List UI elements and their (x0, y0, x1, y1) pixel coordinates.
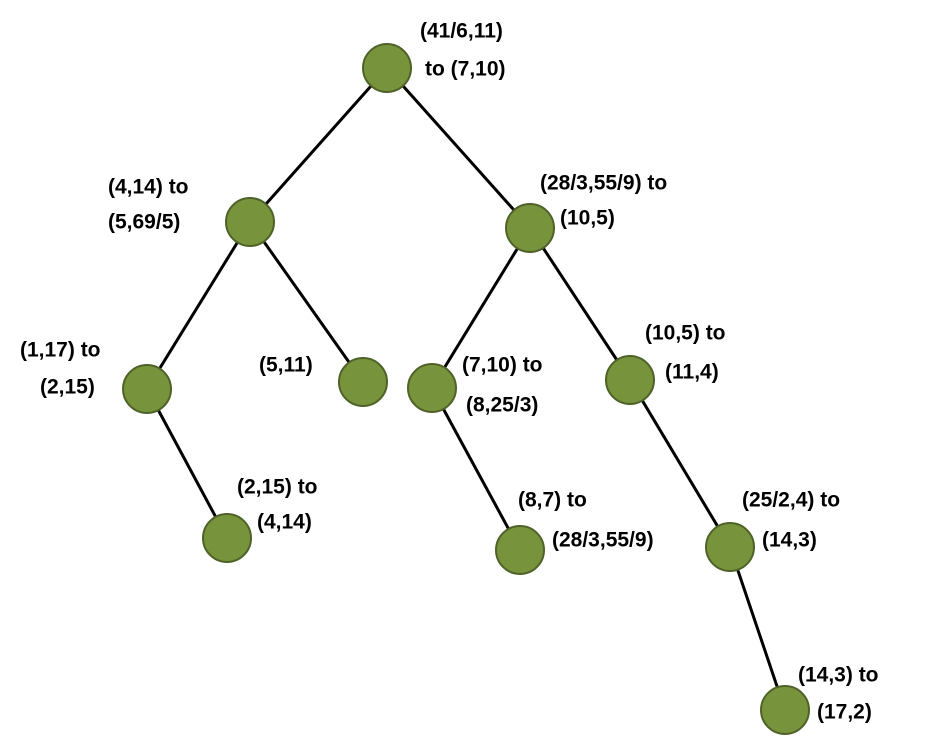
edge (248, 221, 365, 383)
node-label: (5,69/5) (108, 211, 180, 234)
edge (248, 67, 389, 223)
node (362, 43, 412, 93)
edge (385, 67, 532, 229)
node-label: (17,2) (817, 701, 872, 724)
node-label: (11,4) (665, 361, 719, 384)
node (705, 522, 755, 572)
node-label: (5,11) (259, 354, 313, 377)
node (505, 203, 555, 253)
node-label: (4,14) to (108, 176, 189, 199)
node-label: (10,5) to (645, 322, 726, 345)
node-label: (41/6,11) (420, 20, 503, 43)
node-label: (8,25/3) (466, 394, 538, 417)
edge (728, 546, 787, 711)
node-label: (14,3) to (798, 664, 879, 687)
edge (430, 227, 532, 389)
node (407, 363, 457, 413)
edge (528, 227, 632, 381)
node-label: (2,15) to (237, 476, 318, 499)
edge (145, 388, 229, 539)
node (605, 355, 655, 405)
node-label: to (7,10) (425, 58, 506, 81)
node (122, 364, 172, 414)
node (760, 685, 810, 735)
node-label: (10,5) (560, 207, 615, 230)
nodes (122, 43, 810, 735)
node (225, 197, 275, 247)
node-label: (1,17) to (20, 339, 101, 362)
node-label: (7,10) to (462, 354, 543, 377)
node (338, 357, 388, 407)
node (202, 513, 252, 563)
edge (628, 379, 732, 548)
node-label: (4,14) (257, 511, 312, 534)
node-label: (28/3,55/9) (552, 529, 654, 552)
node (495, 525, 545, 575)
node-label: (2,15) (40, 376, 95, 399)
labels: (41/6,11) to (7,10) (4,14) to (5,69/5) (28/3… (20, 20, 879, 724)
node-label: (28/3,55/9) to (540, 172, 667, 195)
node-label: (14,3) (762, 529, 817, 552)
edge (430, 387, 522, 551)
node-label: (25/2,4) to (742, 489, 840, 512)
edges (145, 67, 787, 711)
node-label: (8,7) to (518, 489, 587, 512)
edge (145, 221, 252, 390)
